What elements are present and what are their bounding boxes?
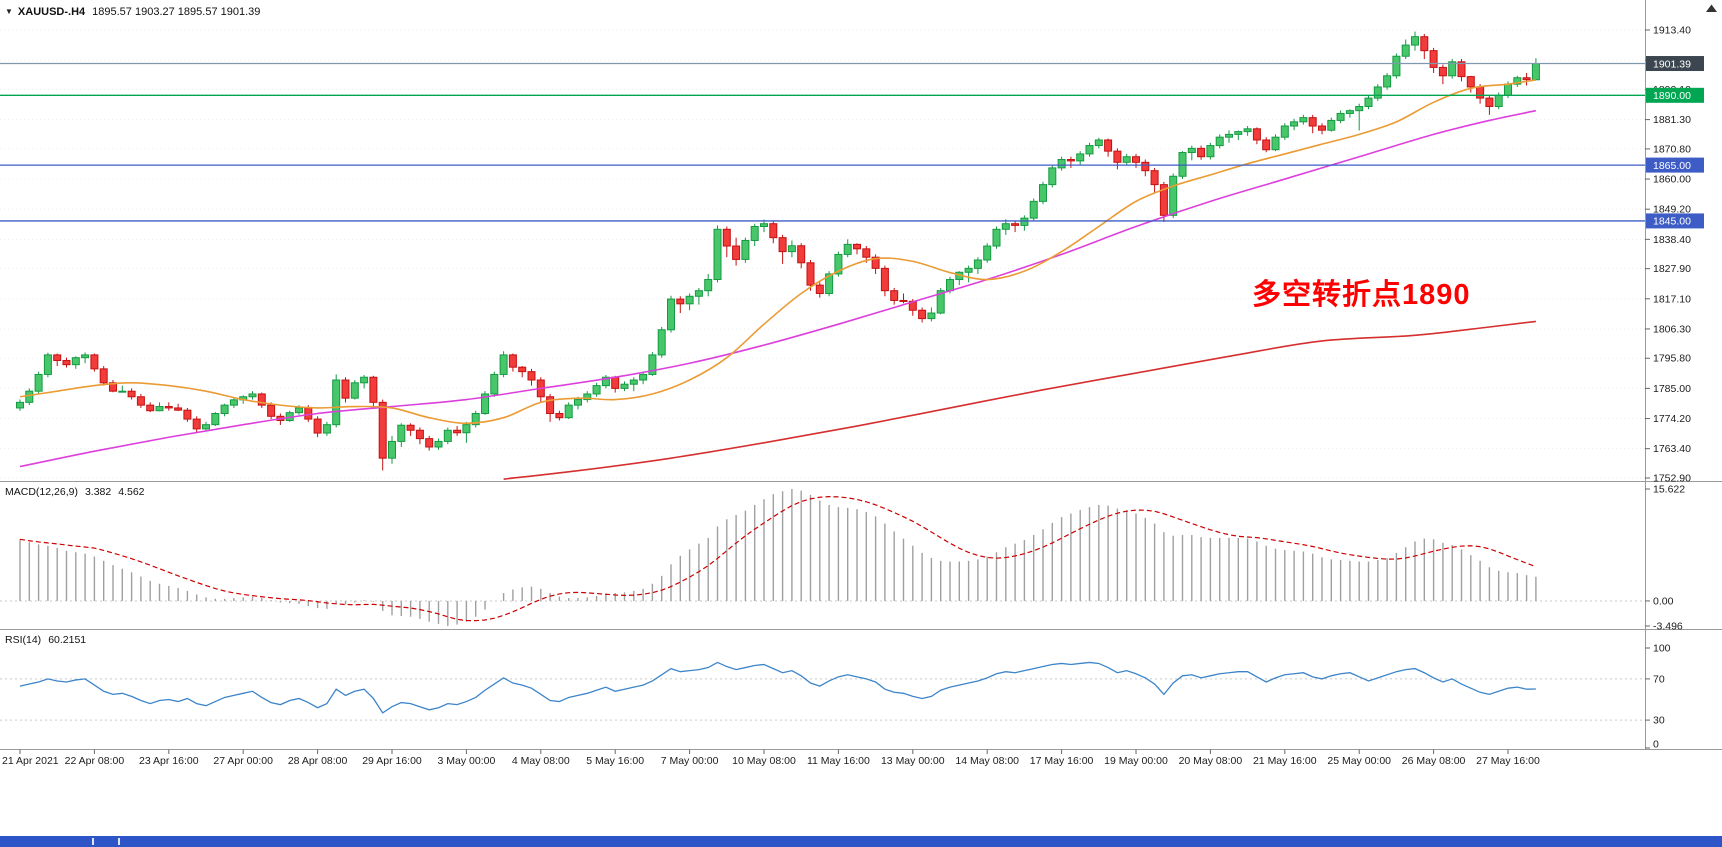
svg-text:14 May 08:00: 14 May 08:00 xyxy=(955,755,1019,767)
svg-text:1865.00: 1865.00 xyxy=(1653,160,1691,172)
svg-text:23 Apr 16:00: 23 Apr 16:00 xyxy=(139,755,199,767)
svg-text:25 May 00:00: 25 May 00:00 xyxy=(1327,755,1391,767)
svg-text:15.622: 15.622 xyxy=(1653,484,1685,496)
svg-text:1881.30: 1881.30 xyxy=(1653,114,1691,126)
svg-text:1752.90: 1752.90 xyxy=(1653,472,1691,484)
svg-text:13 May 00:00: 13 May 00:00 xyxy=(881,755,945,767)
price-badge: 1890.00 xyxy=(1646,87,1704,103)
macd-indicator: 15.622 0.00 -3.496 xyxy=(0,484,1685,632)
rsi-label: RSI(14) xyxy=(5,634,42,646)
svg-text:1901.39: 1901.39 xyxy=(1653,58,1691,70)
chart-ohlc-info: ▼ XAUUSD-.H4 1895.57 1903.27 1895.57 1901.… xyxy=(5,6,260,18)
svg-text:21 May 16:00: 21 May 16:00 xyxy=(1253,755,1317,767)
svg-text:26 May 08:00: 26 May 08:00 xyxy=(1402,755,1466,767)
svg-text:1774.20: 1774.20 xyxy=(1653,413,1691,425)
svg-text:1763.40: 1763.40 xyxy=(1653,443,1691,455)
svg-text:3 May 00:00: 3 May 00:00 xyxy=(438,755,496,767)
candlestick-series xyxy=(16,31,1540,471)
macd-value: 3.382 xyxy=(84,486,112,498)
macd-signal-value: 4.562 xyxy=(118,486,145,498)
chart-annotation: 多空转折点1890 xyxy=(1252,279,1471,311)
svg-text:10 May 08:00: 10 May 08:00 xyxy=(732,755,796,767)
macd-label: MACD(12,26,9) xyxy=(5,486,78,498)
taskbar-divider xyxy=(92,838,94,845)
svg-text:22 Apr 08:00: 22 Apr 08:00 xyxy=(65,755,125,767)
svg-text:0: 0 xyxy=(1653,739,1659,751)
price-badge: 1865.00 xyxy=(1646,157,1704,173)
rsi-line xyxy=(19,661,1536,714)
svg-text:11 May 16:00: 11 May 16:00 xyxy=(807,755,870,767)
svg-text:-3.496: -3.496 xyxy=(1653,620,1683,632)
horizontal-price-lines xyxy=(0,62,1645,222)
price-badge: 1845.00 xyxy=(1646,213,1704,229)
svg-text:1838.40: 1838.40 xyxy=(1653,234,1691,246)
ma-mid-line xyxy=(19,109,1537,468)
symbol-dropdown-icon[interactable]: ▼ xyxy=(5,7,13,16)
svg-text:28 Apr 08:00: 28 Apr 08:00 xyxy=(288,755,348,767)
svg-text:5 May 16:00: 5 May 16:00 xyxy=(586,755,644,767)
svg-text:1817.10: 1817.10 xyxy=(1653,293,1691,305)
svg-text:20 May 08:00: 20 May 08:00 xyxy=(1179,755,1243,767)
svg-text:1913.40: 1913.40 xyxy=(1653,25,1691,37)
time-axis[interactable]: 21 Apr 2021 22 Apr 08:00 23 Apr 16:00 27 Ap… xyxy=(2,749,1540,768)
rsi-value: 60.2151 xyxy=(48,634,87,646)
svg-text:27 Apr 00:00: 27 Apr 00:00 xyxy=(213,755,273,767)
svg-text:1890.00: 1890.00 xyxy=(1653,90,1691,102)
svg-text:27 May 16:00: 27 May 16:00 xyxy=(1476,755,1540,767)
svg-text:29 Apr 16:00: 29 Apr 16:00 xyxy=(362,755,422,767)
svg-text:1806.30: 1806.30 xyxy=(1653,323,1691,335)
svg-text:1860.00: 1860.00 xyxy=(1653,174,1691,186)
svg-text:7 May 00:00: 7 May 00:00 xyxy=(661,755,719,767)
macd-signal-line xyxy=(19,496,1537,622)
price-grid xyxy=(0,29,1645,479)
taskbar xyxy=(0,836,1722,847)
svg-text:0.00: 0.00 xyxy=(1653,595,1674,607)
ohlc-values: 1895.57 1903.27 1895.57 1901.39 xyxy=(92,6,261,18)
svg-text:70: 70 xyxy=(1653,673,1665,685)
macd-header: MACD(12,26,9) 3.382 4.562 xyxy=(5,486,145,498)
svg-text:30: 30 xyxy=(1653,715,1665,727)
symbol-timeframe-label: XAUUSD-.H4 xyxy=(17,6,86,18)
svg-text:1845.00: 1845.00 xyxy=(1653,216,1691,228)
svg-text:100: 100 xyxy=(1653,643,1671,655)
svg-text:19 May 00:00: 19 May 00:00 xyxy=(1104,755,1168,767)
rsi-indicator: 100 70 30 0 xyxy=(0,643,1671,751)
scale-marker-icon[interactable] xyxy=(1706,4,1717,13)
svg-text:17 May 16:00: 17 May 16:00 xyxy=(1030,755,1094,767)
svg-text:1849.20: 1849.20 xyxy=(1653,204,1691,216)
svg-text:1870.80: 1870.80 xyxy=(1653,143,1691,155)
price-badge: 1901.39 xyxy=(1646,56,1704,72)
svg-text:1785.00: 1785.00 xyxy=(1653,383,1691,395)
ma-fast-line xyxy=(19,79,1537,425)
rsi-header: RSI(14) 60.2151 xyxy=(5,634,86,646)
svg-text:21 Apr 2021: 21 Apr 2021 xyxy=(2,755,59,767)
svg-text:1795.80: 1795.80 xyxy=(1653,353,1691,365)
svg-text:1827.90: 1827.90 xyxy=(1653,263,1691,275)
taskbar-divider xyxy=(118,838,120,845)
ma-slow-line xyxy=(503,320,1536,480)
svg-text:4 May 08:00: 4 May 08:00 xyxy=(512,755,570,767)
